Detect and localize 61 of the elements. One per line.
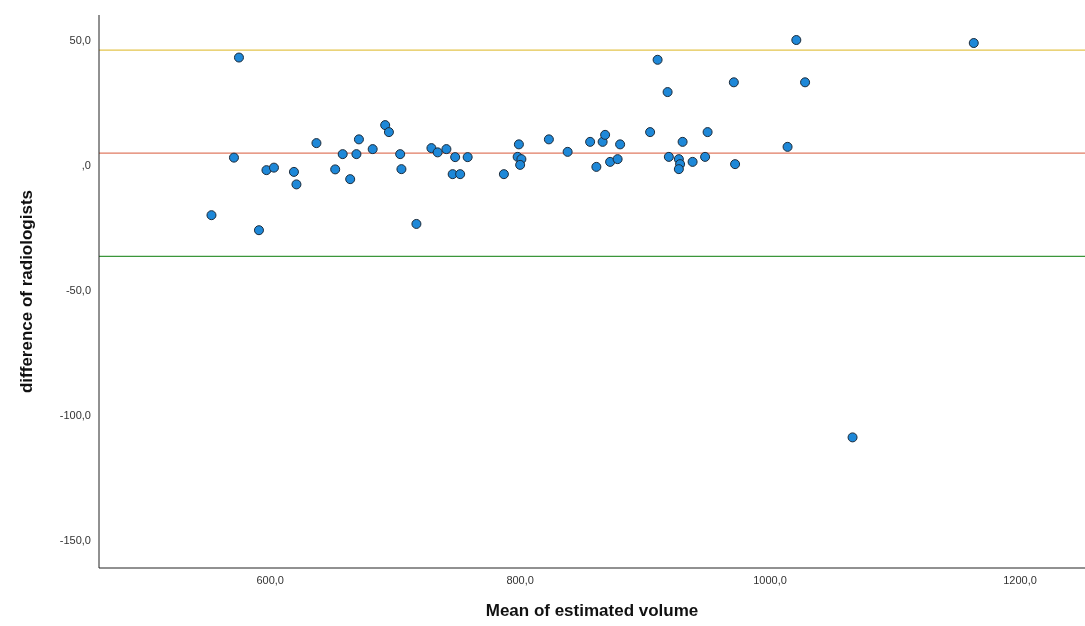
point	[383, 127, 394, 138]
point	[513, 139, 524, 150]
point	[395, 149, 406, 160]
point	[677, 136, 688, 147]
point	[351, 149, 362, 160]
point	[455, 169, 466, 180]
point	[847, 432, 858, 443]
point	[345, 174, 356, 185]
point	[600, 129, 611, 140]
x-tick-label: 1000,0	[753, 573, 787, 586]
point	[353, 134, 364, 145]
point	[233, 52, 244, 63]
point	[288, 166, 299, 177]
point	[728, 77, 739, 88]
point	[450, 152, 461, 163]
x-tick-label: 800,0	[506, 573, 534, 586]
x-tick-label: 1200,0	[1003, 573, 1037, 586]
point	[291, 179, 302, 190]
point	[206, 210, 217, 221]
point	[261, 165, 272, 176]
point	[562, 146, 573, 157]
point	[615, 139, 626, 150]
point	[441, 144, 452, 155]
y-tick-label: -50,0	[65, 284, 91, 297]
x-tick-label: 600,0	[256, 573, 284, 586]
point	[645, 127, 656, 138]
point	[268, 162, 279, 173]
point	[652, 54, 663, 65]
y-tick-label: 50,0	[69, 33, 91, 46]
point	[543, 134, 554, 145]
y-axis-title: difference of radiologists	[17, 189, 37, 394]
point	[585, 136, 596, 147]
point	[253, 225, 264, 236]
point	[462, 152, 473, 163]
point	[662, 87, 673, 98]
point	[591, 161, 602, 172]
point	[432, 147, 443, 158]
point	[730, 159, 741, 170]
point	[687, 156, 698, 167]
point	[612, 154, 623, 165]
point	[311, 138, 322, 149]
x-axis-title: Mean of estimated volume	[485, 601, 699, 620]
point	[968, 38, 979, 49]
point	[515, 159, 526, 170]
point	[800, 77, 811, 88]
point	[700, 151, 711, 162]
point	[367, 144, 378, 155]
point	[782, 141, 793, 152]
y-tick-label: -100,0	[59, 409, 91, 422]
point	[396, 164, 407, 175]
y-tick-label: -150,0	[59, 534, 91, 547]
point	[702, 127, 713, 138]
point	[228, 152, 239, 163]
point	[791, 35, 802, 46]
point	[330, 164, 341, 175]
y-tick-label: ,0	[81, 159, 91, 172]
point	[337, 149, 348, 160]
point	[673, 164, 684, 175]
point	[411, 218, 422, 229]
point	[663, 151, 674, 162]
point	[498, 169, 509, 180]
